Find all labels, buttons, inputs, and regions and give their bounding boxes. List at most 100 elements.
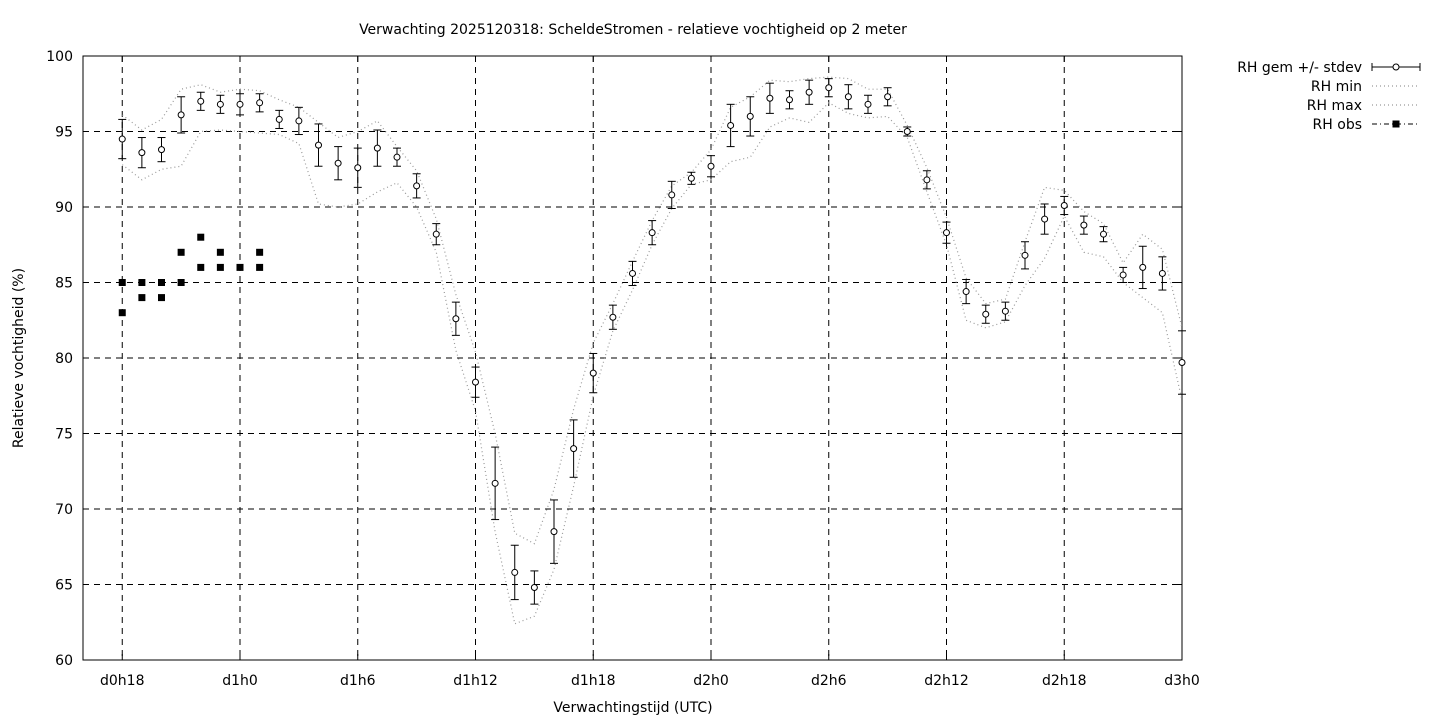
rh-mean-point: [825, 84, 833, 92]
rh-mean-errorbar: [569, 419, 578, 478]
rh-mean-point: [295, 117, 303, 125]
rh-obs-point: [118, 279, 126, 286]
rh-mean-point: [982, 310, 990, 318]
y-tick-label: 100: [46, 49, 73, 65]
rh-obs-point: [256, 263, 264, 271]
rh-mean-errorbar: [550, 499, 558, 564]
rh-mean-errorbar: [707, 155, 715, 178]
rh-obs-point: [177, 279, 185, 286]
rh-mean-errorbar: [765, 82, 774, 114]
x-tick-label: d1h18: [571, 673, 615, 689]
rh-mean-errorbar: [805, 79, 814, 105]
rh-mean-errorbar: [824, 78, 833, 98]
rh-mean-errorbar: [1040, 203, 1049, 235]
rh-mean-point: [452, 315, 460, 323]
rh-mean-point: [393, 153, 401, 161]
rh-mean-errorbar: [491, 446, 500, 521]
rh-mean-errorbar: [746, 96, 755, 137]
rh-mean-errorbar: [785, 90, 794, 110]
rh-mean-point: [315, 141, 322, 149]
y-tick-label: 85: [55, 276, 73, 292]
rh-mean-point: [844, 93, 852, 101]
rh-mean-point: [1080, 221, 1088, 229]
rh-obs-point: [197, 233, 205, 241]
rh-mean-point: [786, 96, 793, 104]
rh-mean-errorbar: [1138, 245, 1147, 290]
rh-mean-errorbar: [1119, 266, 1128, 283]
rh-mean-point: [864, 100, 872, 108]
rh-mean-errorbar: [1001, 301, 1010, 321]
x-tick-label: d3h0: [1164, 673, 1200, 689]
legend-label: RH obs: [1313, 117, 1362, 133]
rh-mean-errorbar: [373, 129, 382, 167]
rh-mean-point: [884, 93, 892, 101]
rh-mean-point: [923, 176, 931, 184]
rh-mean-point: [766, 94, 774, 102]
rh-mean-point: [1021, 251, 1029, 259]
rh-mean-point: [962, 288, 970, 296]
x-tick-label: d1h12: [453, 673, 497, 689]
rh-mean-point: [138, 149, 146, 157]
series-layer: [118, 76, 1186, 625]
rh-min-line: [121, 102, 1183, 625]
rh-mean-errorbar: [844, 84, 853, 110]
rh-obs-point: [118, 309, 126, 317]
plot-frame: [82, 55, 1183, 661]
rh-mean-point: [256, 99, 264, 107]
rh-mean-point: [1060, 201, 1068, 209]
rh-mean-point: [668, 191, 676, 199]
axis-ticks: 60 65 70 75 80 85 90 95 100 d0h18 d1h0 d1h6 d1h12 d1h…: [46, 49, 1200, 689]
rh-mean-errorbar: [471, 366, 480, 398]
x-tick-label: d2h12: [924, 673, 968, 689]
y-tick-label: 90: [55, 200, 73, 216]
rh-mean-errorbar: [412, 173, 421, 199]
rh-mean-point: [805, 88, 813, 96]
rh-mean-errorbar: [177, 96, 186, 134]
rh-mean-point: [432, 230, 440, 238]
y-tick-label: 80: [55, 351, 73, 367]
rh-mean-errorbar: [353, 147, 362, 188]
rh-mean-point: [530, 584, 538, 592]
legend-label: RH gem +/- stdev: [1237, 60, 1362, 76]
rh-mean-errorbar: [1099, 226, 1108, 243]
rh-mean-point: [727, 121, 735, 129]
x-tick-label: d2h0: [693, 673, 729, 689]
rh-mean-errorbar: [667, 180, 676, 210]
rh-mean-errorbar: [275, 109, 284, 129]
rh-mean-point: [334, 159, 342, 167]
rh-mean-errorbar: [393, 147, 401, 167]
rh-mean-point: [197, 97, 205, 105]
rh-mean-errorbar: [903, 126, 912, 137]
rh-mean-errorbar: [628, 260, 637, 287]
rh-mean-point: [373, 144, 381, 152]
rh-mean-point: [707, 162, 715, 170]
rh-mean-errorbar: [981, 304, 990, 324]
rh-mean-errorbar: [1178, 330, 1186, 395]
rh-mean-errorbar: [236, 93, 244, 116]
rh-mean-point: [216, 100, 224, 108]
rh-obs-point: [236, 263, 244, 271]
rh-mean-errorbar: [589, 352, 598, 394]
grid: [83, 56, 1183, 660]
rh-mean-errorbar: [451, 301, 460, 336]
rh-mean-point: [354, 164, 362, 172]
rh-obs-point: [138, 294, 146, 302]
y-tick-label: 75: [55, 427, 73, 443]
rh-mean-errorbar: [883, 87, 892, 107]
rh-mean-point: [943, 229, 950, 237]
legend-swatch-marker: [1392, 63, 1400, 71]
rh-mean-errorbar: [687, 171, 696, 185]
rh-mean-errorbar: [255, 93, 264, 113]
rh-mean-point: [1001, 307, 1009, 315]
y-axis-label: Relatieve vochtigheid (%): [11, 268, 27, 448]
rh-obs-point: [138, 279, 146, 286]
rh-obs-point: [197, 263, 205, 271]
rh-mean-point: [177, 111, 185, 119]
rh-mean-point: [1178, 359, 1186, 367]
rh-mean-errorbar: [216, 94, 225, 114]
rh-mean-errorbar: [432, 223, 441, 246]
rh-mean-errorbar: [962, 278, 971, 305]
rh-mean-errorbar: [530, 570, 539, 605]
rh-mean-errorbar: [334, 146, 343, 181]
